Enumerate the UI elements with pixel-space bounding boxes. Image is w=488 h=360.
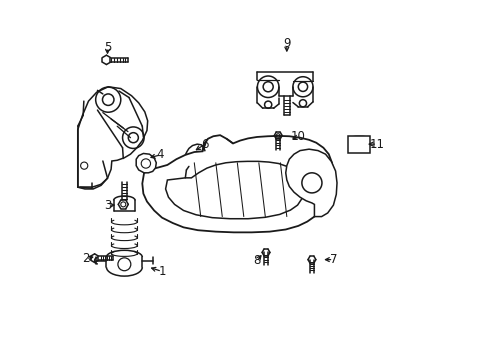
Polygon shape bbox=[285, 149, 336, 217]
Polygon shape bbox=[78, 87, 147, 189]
Text: 6: 6 bbox=[201, 138, 208, 150]
Text: 1: 1 bbox=[158, 265, 165, 278]
Polygon shape bbox=[142, 135, 333, 232]
Text: 7: 7 bbox=[329, 253, 337, 266]
Text: 4: 4 bbox=[156, 148, 163, 161]
Polygon shape bbox=[136, 153, 156, 173]
Polygon shape bbox=[348, 135, 369, 153]
Text: 5: 5 bbox=[103, 41, 111, 54]
Polygon shape bbox=[165, 161, 303, 219]
Text: 3: 3 bbox=[104, 199, 112, 212]
Text: 11: 11 bbox=[369, 138, 384, 150]
Text: 10: 10 bbox=[290, 130, 305, 144]
Text: 8: 8 bbox=[253, 254, 260, 267]
Text: 9: 9 bbox=[283, 37, 290, 50]
Text: 2: 2 bbox=[82, 252, 90, 265]
